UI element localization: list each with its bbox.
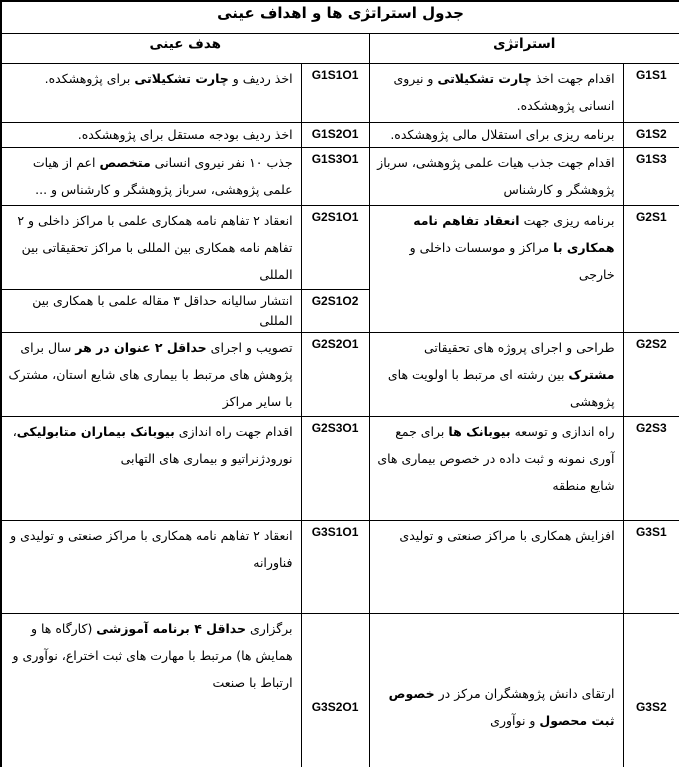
table-row: G1S3 اقدام جهت جذب هیات علمی پژوهشی، سرب… [0,147,679,206]
table-row: G2S2 طراحی و اجرای پروژه های تحقیقاتی مش… [0,332,679,417]
strategy-code: G1S3 [622,147,679,206]
strategy-text: راه اندازی و توسعه بیوبانک ها برای جمع آ… [368,416,624,521]
header-objective: هدف عینی [0,33,370,64]
objective-text: اخذ ردیف بودجه مستقل برای پژوهشکده. [0,122,302,148]
objective-text: انتشار سالیانه حداقل ۳ مقاله علمی با همک… [0,289,302,333]
objective-text: انعقاد ۲ تفاهم نامه همکاری با مراکز صنعت… [0,520,302,614]
strategy-text: برنامه ریزی جهت انعقاد تفاهم نامه همکاری… [368,205,624,333]
objective-code: G1S1O1 [300,63,370,123]
strategy-text: طراحی و اجرای پروژه های تحقیقاتی مشترک ب… [368,332,624,417]
strategy-code: G3S2 [622,613,679,767]
strategy-code: G2S3 [622,416,679,521]
objective-code: G1S2O1 [300,122,370,148]
objective-code: G2S3O1 [300,416,370,521]
objective-code: G1S3O1 [300,147,370,206]
objective-code: G2S1O1 [300,205,370,290]
objective-code: G2S1O2 [300,289,370,333]
strategy-text: اقدام جهت جذب هیات علمی پژوهشی، سرباز پژ… [368,147,624,206]
header-row: استراتژی هدف عینی [0,33,679,64]
table-row: G3S1 افزایش همکاری با مراکز صنعتی و تولی… [0,520,679,614]
objective-code: G3S2O1 [300,613,370,767]
table-row: G2S1O2 انتشار سالیانه حداقل ۳ مقاله علمی… [0,289,679,333]
table-row: G2S1 برنامه ریزی جهت انعقاد تفاهم نامه ه… [0,205,679,333]
header-strategy: استراتژی [368,33,679,64]
table-title: جدول استراتژی ها و اهداف عینی [0,0,679,34]
objective-code: G2S2O1 [300,332,370,417]
strategy-code: G3S1 [622,520,679,614]
title-row: جدول استراتژی ها و اهداف عینی [0,0,679,34]
strategy-text: افزایش همکاری با مراکز صنعتی و تولیدی [368,520,624,614]
table-row: G1S1 اقدام جهت اخذ چارت تشکیلاتی و نیروی… [0,63,679,123]
objective-code: G3S1O1 [300,520,370,614]
objective-text: تصویب و اجرای حداقل ۲ عنوان در هر سال بر… [0,332,302,417]
strategy-code: G1S1 [622,63,679,123]
table-row: G3S2 ارتقای دانش پژوهشگران مرکز در خصوص … [0,613,679,767]
objective-text: برگزاری حداقل ۴ برنامه آموزشی (کارگاه ها… [0,613,302,767]
strategy-text: برنامه ریزی برای استقلال مالی پژوهشکده. [368,122,624,148]
objective-text: اقدام جهت راه اندازی بیوبانک بیماران متا… [0,416,302,521]
strategy-code: G2S1 [622,205,679,333]
table-row: G1S2 برنامه ریزی برای استقلال مالی پژوهش… [0,122,679,148]
strategy-text: ارتقای دانش پژوهشگران مرکز در خصوص ثبت م… [368,613,624,767]
objective-text: جذب ۱۰ نفر نیروی انسانی متخصص اعم از هیا… [0,147,302,206]
objective-text: اخذ ردیف و چارت تشکیلاتی برای پژوهشکده. [0,63,302,123]
strategy-code: G2S2 [622,332,679,417]
strategy-text: اقدام جهت اخذ چارت تشکیلاتی و نیروی انسا… [368,63,624,123]
strategy-code: G1S2 [622,122,679,148]
table-row: G2S3 راه اندازی و توسعه بیوبانک ها برای … [0,416,679,521]
objective-text: انعقاد ۲ تفاهم نامه همکاری علمی با مراکز… [0,205,302,290]
